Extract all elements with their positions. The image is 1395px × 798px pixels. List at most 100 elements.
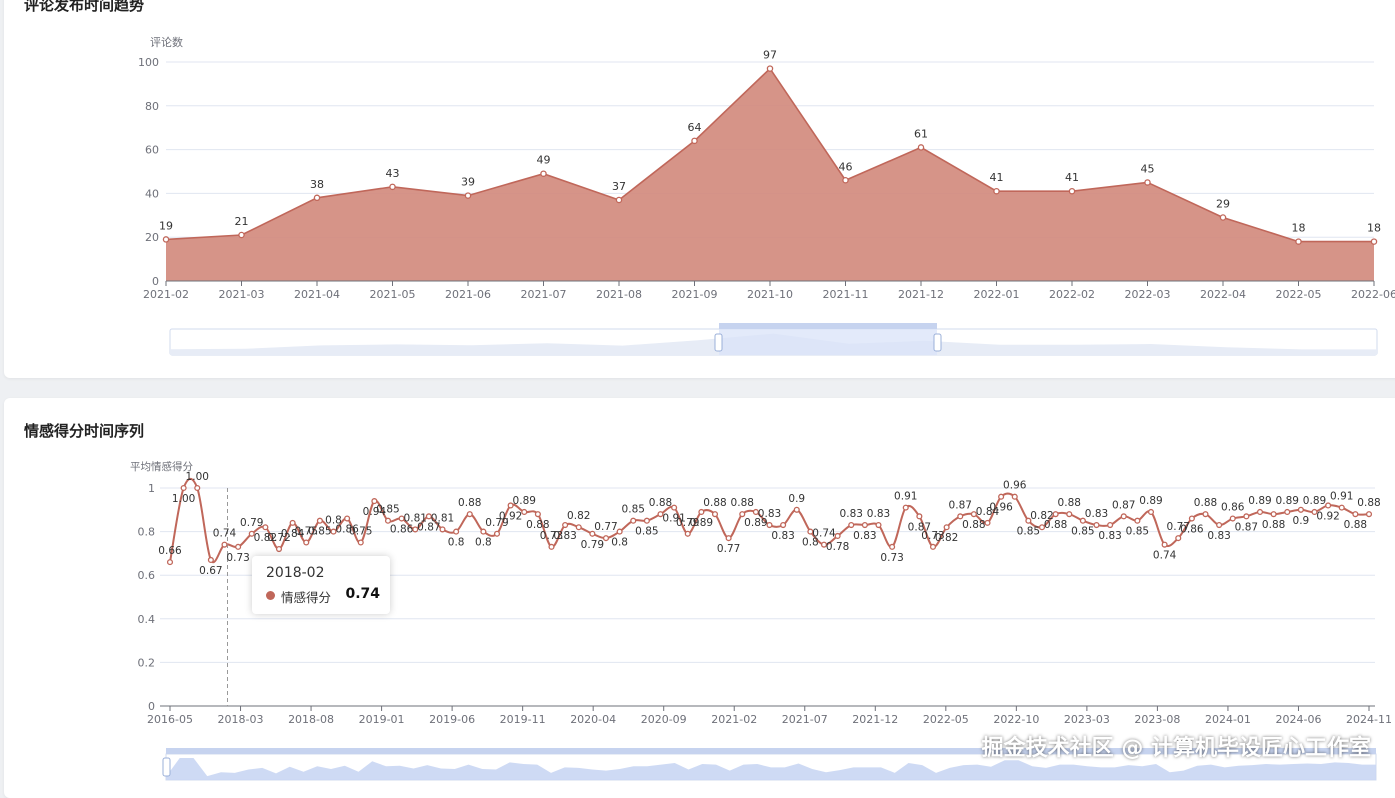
data-point	[984, 519, 991, 526]
data-point	[398, 515, 405, 522]
y-tick-label: 80	[145, 100, 159, 113]
data-point	[1202, 511, 1209, 518]
data-label: 0.82	[254, 532, 277, 544]
data-point	[425, 513, 432, 520]
data-point	[534, 511, 541, 518]
data-label: 0.92	[499, 510, 522, 522]
data-label: 0.86	[390, 524, 414, 536]
data-label: 0.8	[325, 515, 342, 527]
data-label: 0.85	[1071, 526, 1094, 538]
zoom-slider-preview	[166, 758, 1376, 780]
x-tick-label: 2023-03	[1064, 713, 1110, 726]
data-label: 0.92	[1316, 510, 1339, 522]
data-point	[875, 522, 882, 529]
data-point	[1175, 535, 1182, 542]
data-label: 0.72	[267, 532, 290, 544]
data-point	[303, 539, 310, 546]
data-point	[657, 511, 664, 518]
x-tick-label: 2022-05	[1276, 288, 1322, 301]
data-label: 41	[1065, 171, 1079, 184]
data-label: 0.67	[199, 565, 222, 577]
data-label: 0.87	[417, 521, 440, 533]
y-tick-label: 40	[145, 187, 159, 200]
x-tick-label: 2021-12	[898, 288, 944, 301]
data-point	[691, 137, 698, 145]
data-point	[1093, 522, 1100, 529]
data-label: 0.88	[731, 497, 754, 509]
data-label: 0.88	[1344, 519, 1367, 531]
data-point	[1370, 238, 1378, 245]
data-label: 0.73	[880, 552, 903, 564]
data-label: 0.85	[376, 504, 399, 516]
data-label: 0.73	[226, 552, 249, 564]
data-point	[1229, 515, 1236, 522]
zoom-handle-right	[933, 333, 942, 352]
data-label: 41	[990, 171, 1004, 184]
data-point	[548, 543, 555, 550]
data-point	[1134, 517, 1141, 524]
data-label: 38	[310, 178, 324, 191]
data-label: 0.81	[404, 512, 427, 524]
data-point	[180, 484, 187, 492]
data-point	[739, 511, 746, 518]
data-point	[916, 513, 923, 520]
data-label: 0.79	[485, 517, 508, 529]
data-point	[238, 231, 245, 239]
data-point	[1025, 517, 1032, 524]
data-point	[671, 504, 678, 511]
data-point	[389, 183, 396, 191]
data-label: 0.83	[758, 508, 781, 520]
data-label: 21	[235, 215, 249, 228]
x-tick-label: 2019-01	[359, 713, 405, 726]
data-point	[384, 517, 392, 524]
data-point	[1270, 511, 1277, 518]
data-point	[807, 528, 814, 535]
x-tick-label: 2022-10	[993, 713, 1039, 726]
data-point	[453, 528, 460, 535]
data-label: 0.74	[213, 528, 237, 540]
data-label: 0.88	[526, 519, 549, 531]
data-point	[1120, 513, 1127, 520]
data-label: 39	[461, 176, 475, 189]
data-point	[1144, 179, 1151, 186]
x-tick-label: 2022-05	[923, 713, 969, 726]
data-label: 0.79	[676, 517, 699, 529]
data-label: 46	[839, 160, 853, 173]
data-point	[1325, 502, 1332, 509]
data-point	[1011, 493, 1018, 500]
data-label: 0.88	[962, 519, 985, 531]
data-label: 0.84	[976, 506, 1000, 518]
data-label: 0.88	[1357, 497, 1380, 509]
data-label: 0.89	[744, 517, 767, 529]
data-point	[540, 170, 547, 177]
data-label: 0.88	[649, 497, 672, 509]
data-point	[344, 515, 351, 522]
data-point	[412, 526, 419, 533]
data-point	[248, 530, 255, 537]
data-point	[752, 508, 759, 516]
data-point	[507, 502, 514, 509]
x-tick-label: 2024-11	[1346, 713, 1392, 726]
sentiment-series-title: 情感得分时间序列	[24, 422, 145, 440]
data-label: 0.85	[1017, 526, 1040, 538]
data-label: 1.00	[172, 493, 195, 505]
data-point	[464, 192, 472, 199]
x-tick-label: 2021-12	[852, 713, 898, 726]
data-point	[780, 522, 787, 529]
data-label: 0.86	[1180, 524, 1204, 536]
data-label: 0.85	[635, 526, 658, 538]
data-label: 0.89	[513, 495, 536, 507]
x-tick-label: 2019-06	[429, 713, 475, 726]
data-label: 0.81	[431, 512, 454, 524]
data-point	[1161, 541, 1168, 548]
data-point	[861, 522, 868, 529]
data-label: 49	[537, 154, 551, 167]
y-axis-title: 评论数	[150, 35, 183, 49]
x-tick-label: 2021-09	[672, 288, 718, 301]
data-label: 18	[1367, 222, 1381, 235]
tooltip-series-dot	[266, 591, 275, 600]
data-point	[1365, 511, 1373, 518]
x-tick-label: 2021-08	[596, 288, 642, 301]
data-label: 18	[1292, 222, 1306, 235]
x-tick-label: 2021-10	[747, 288, 793, 301]
